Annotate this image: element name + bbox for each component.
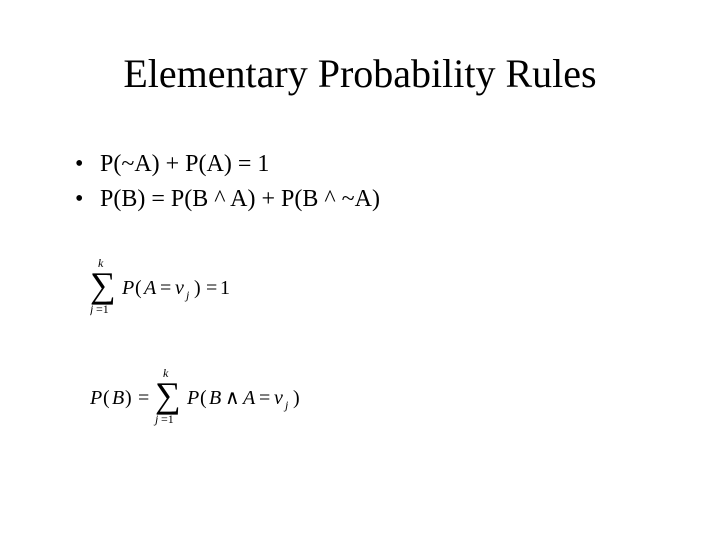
slide: Elementary Probability Rules P(~A) + P(A… xyxy=(0,0,720,540)
lhs-B: B xyxy=(112,387,124,409)
body-eq: = xyxy=(259,387,270,409)
lhs-P: P xyxy=(90,387,102,409)
body-open: ( xyxy=(200,387,207,409)
sum-lower-eq: =1 xyxy=(96,302,109,316)
formula-sum-to-one: ∑ k j =1 P ( A = v j ) = 1 xyxy=(90,257,660,317)
sum-lower-var: j xyxy=(153,412,159,426)
formula-close: ) xyxy=(194,277,201,299)
body-and: ∧ xyxy=(225,387,240,409)
body-sub: j xyxy=(283,398,289,412)
body-A: A xyxy=(241,387,256,409)
slide-title: Elementary Probability Rules xyxy=(60,50,660,97)
body-B: B xyxy=(209,387,221,409)
formula-v: v xyxy=(175,277,184,299)
sigma-symbol: ∑ xyxy=(155,375,181,415)
body-close: ) xyxy=(293,387,300,409)
formula-svg: P ( B ) = ∑ k j =1 P ( B ∧ A = v j ) xyxy=(90,367,410,427)
formula-one: 1 xyxy=(220,277,230,299)
body-v: v xyxy=(274,387,283,409)
sum-upper: k xyxy=(163,367,169,380)
sum-lower-eq: =1 xyxy=(161,412,174,426)
formula-svg: ∑ k j =1 P ( A = v j ) = 1 xyxy=(90,257,310,317)
body-P: P xyxy=(186,387,199,409)
formula-total-probability: P ( B ) = ∑ k j =1 P ( B ∧ A = v j ) xyxy=(90,367,660,427)
bullet-item: P(~A) + P(A) = 1 xyxy=(70,147,660,182)
bullet-list: P(~A) + P(A) = 1 P(B) = P(B ^ A) + P(B ^… xyxy=(60,147,660,217)
formula-eq-outer: = xyxy=(206,277,217,299)
formula-P: P xyxy=(121,277,134,299)
sigma-symbol: ∑ xyxy=(90,265,116,305)
bullet-item: P(B) = P(B ^ A) + P(B ^ ~A) xyxy=(70,182,660,217)
lhs-close: ) xyxy=(125,387,132,409)
formula-sub: j xyxy=(184,288,190,302)
formula-A: A xyxy=(142,277,157,299)
lhs-open: ( xyxy=(103,387,110,409)
formula-open: ( xyxy=(135,277,142,299)
formula-eq-inner: = xyxy=(160,277,171,299)
lhs-eq: = xyxy=(138,387,149,409)
sum-upper: k xyxy=(98,257,104,270)
